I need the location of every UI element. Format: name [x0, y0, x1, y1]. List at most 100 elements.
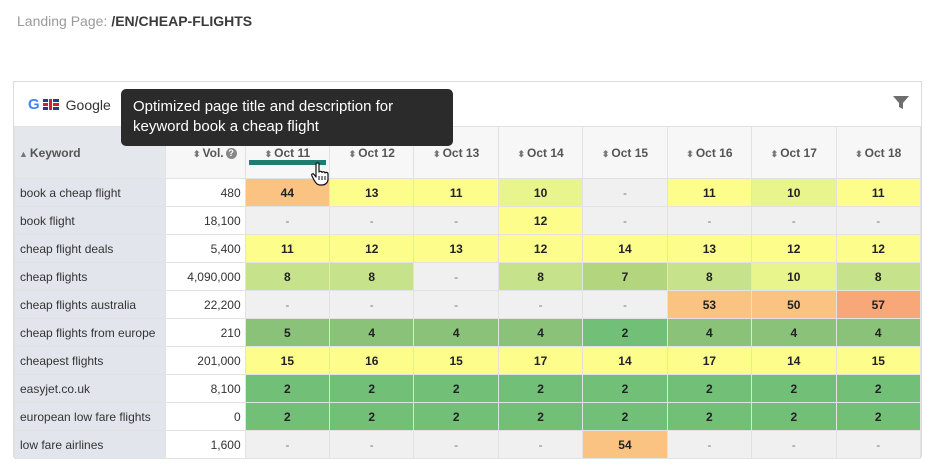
- rank-cell[interactable]: 2: [329, 374, 415, 403]
- rank-cell[interactable]: 2: [497, 374, 584, 403]
- rank-cell[interactable]: 11: [413, 178, 499, 207]
- rank-cell[interactable]: 2: [413, 402, 499, 431]
- rank-cell[interactable]: -: [329, 290, 415, 319]
- date-column-header[interactable]: ⬍ Oct 15: [582, 126, 668, 179]
- rank-cell[interactable]: -: [582, 290, 668, 319]
- rank-cell[interactable]: -: [244, 290, 331, 319]
- rank-cell[interactable]: 16: [329, 346, 415, 375]
- keyword-cell[interactable]: cheapest flights: [14, 346, 166, 375]
- rank-cell[interactable]: -: [413, 206, 499, 235]
- date-column-header[interactable]: ⬍ Oct 16: [666, 126, 753, 179]
- rank-cell[interactable]: -: [413, 262, 499, 291]
- rank-cell[interactable]: 4: [835, 318, 921, 347]
- rank-cell[interactable]: 14: [751, 346, 837, 375]
- rank-cell[interactable]: 12: [497, 234, 584, 263]
- rank-cell[interactable]: 10: [751, 262, 837, 291]
- rank-cell[interactable]: 8: [244, 262, 331, 291]
- rank-cell[interactable]: 8: [329, 262, 415, 291]
- rank-cell[interactable]: 2: [751, 374, 837, 403]
- rank-cell[interactable]: 12: [835, 234, 921, 263]
- date-column-header[interactable]: ⬍ Oct 17: [751, 126, 837, 179]
- rank-cell[interactable]: 2: [666, 374, 753, 403]
- rank-cell[interactable]: 11: [666, 178, 753, 207]
- rank-cell[interactable]: -: [835, 430, 921, 459]
- rank-cell[interactable]: -: [835, 206, 921, 235]
- keyword-cell[interactable]: easyjet.co.uk: [14, 374, 166, 403]
- keyword-cell[interactable]: low fare airlines: [14, 430, 166, 459]
- landing-page-path[interactable]: /EN/CHEAP-FLIGHTS: [111, 13, 253, 29]
- rank-cell[interactable]: 14: [582, 234, 668, 263]
- rank-cell[interactable]: 10: [751, 178, 837, 207]
- rank-cell[interactable]: -: [244, 430, 331, 459]
- rank-cell[interactable]: 14: [582, 346, 668, 375]
- rank-cell[interactable]: 2: [329, 402, 415, 431]
- keyword-cell[interactable]: cheap flights from europe: [14, 318, 166, 347]
- rank-cell[interactable]: 8: [835, 262, 921, 291]
- date-column-header[interactable]: ⬍ Oct 18: [835, 126, 921, 179]
- sort-icon: ⬍: [686, 148, 694, 159]
- rank-cell[interactable]: -: [497, 290, 584, 319]
- rank-cell[interactable]: -: [751, 206, 837, 235]
- rank-cell[interactable]: 57: [835, 290, 921, 319]
- keyword-cell[interactable]: book a cheap flight: [14, 178, 166, 207]
- keyword-cell[interactable]: cheap flight deals: [14, 234, 166, 263]
- rank-cell[interactable]: -: [329, 430, 415, 459]
- rank-cell[interactable]: 2: [582, 318, 668, 347]
- rank-cell[interactable]: 2: [413, 374, 499, 403]
- rank-cell[interactable]: 13: [329, 178, 415, 207]
- rank-cell[interactable]: 12: [497, 206, 584, 235]
- rank-cell[interactable]: 13: [413, 234, 499, 263]
- rank-cell[interactable]: -: [666, 430, 753, 459]
- keyword-cell[interactable]: cheap flights: [14, 262, 166, 291]
- keyword-cell[interactable]: book flight: [14, 206, 166, 235]
- rank-cell[interactable]: 5: [244, 318, 331, 347]
- rank-cell[interactable]: 2: [244, 374, 331, 403]
- rank-cell[interactable]: -: [582, 206, 668, 235]
- date-column-header[interactable]: ⬍ Oct 14: [497, 126, 584, 179]
- rank-cell[interactable]: 15: [244, 346, 331, 375]
- rank-cell[interactable]: -: [244, 206, 331, 235]
- rank-cell[interactable]: -: [413, 290, 499, 319]
- rank-cell[interactable]: 7: [582, 262, 668, 291]
- rank-cell[interactable]: 50: [751, 290, 837, 319]
- rank-cell[interactable]: 12: [751, 234, 837, 263]
- rank-cell[interactable]: 11: [835, 178, 921, 207]
- rank-cell[interactable]: 53: [666, 290, 753, 319]
- rank-cell[interactable]: 15: [413, 346, 499, 375]
- rank-cell[interactable]: -: [497, 430, 584, 459]
- rank-cell[interactable]: 4: [497, 318, 584, 347]
- rank-cell[interactable]: 54: [582, 430, 668, 459]
- rank-cell[interactable]: 2: [497, 402, 584, 431]
- rank-cell[interactable]: 13: [666, 234, 753, 263]
- rank-cell[interactable]: 2: [666, 402, 753, 431]
- rank-cell[interactable]: 11: [244, 234, 331, 263]
- keyword-cell[interactable]: european low fare flights: [14, 402, 166, 431]
- rank-cell[interactable]: 2: [751, 402, 837, 431]
- rank-cell[interactable]: 4: [751, 318, 837, 347]
- rank-cell[interactable]: -: [413, 430, 499, 459]
- rank-cell[interactable]: 4: [413, 318, 499, 347]
- rank-cell[interactable]: -: [751, 430, 837, 459]
- rank-cell[interactable]: 15: [835, 346, 921, 375]
- rank-cell[interactable]: 4: [666, 318, 753, 347]
- rank-cell[interactable]: 17: [497, 346, 584, 375]
- rank-cell[interactable]: -: [329, 206, 415, 235]
- rank-cell[interactable]: 4: [329, 318, 415, 347]
- rank-cell[interactable]: 2: [582, 402, 668, 431]
- rank-cell[interactable]: 12: [329, 234, 415, 263]
- help-icon[interactable]: ?: [225, 147, 237, 159]
- rank-cell[interactable]: 8: [497, 262, 584, 291]
- filter-icon[interactable]: [893, 96, 909, 110]
- keyword-cell[interactable]: cheap flights australia: [14, 290, 166, 319]
- search-engine-selector[interactable]: G Google: [28, 96, 111, 113]
- rank-cell[interactable]: -: [666, 206, 753, 235]
- rank-cell[interactable]: 2: [244, 402, 331, 431]
- rank-cell[interactable]: 2: [835, 402, 921, 431]
- rank-cell[interactable]: 44: [244, 178, 331, 207]
- rank-cell[interactable]: 2: [835, 374, 921, 403]
- rank-cell[interactable]: 17: [666, 346, 753, 375]
- rank-cell[interactable]: 2: [582, 374, 668, 403]
- rank-cell[interactable]: -: [582, 178, 668, 207]
- rank-cell[interactable]: 8: [666, 262, 753, 291]
- rank-cell[interactable]: 10: [497, 178, 584, 207]
